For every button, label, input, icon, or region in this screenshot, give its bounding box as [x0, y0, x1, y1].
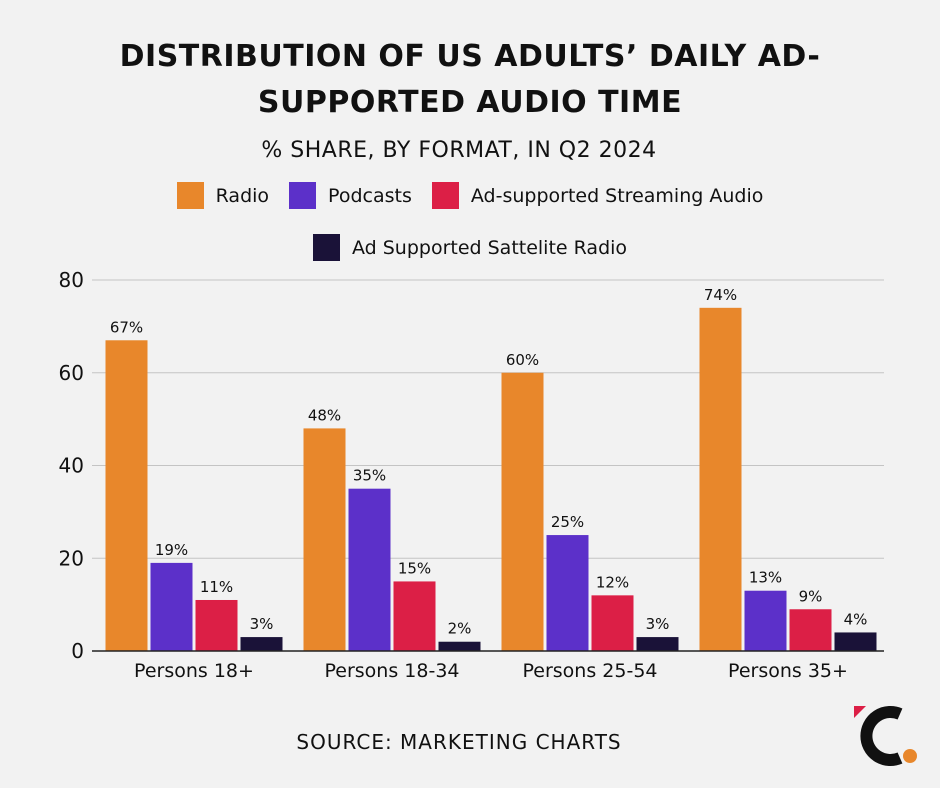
y-tick-label: 80	[59, 268, 84, 292]
data-label: 12%	[596, 573, 629, 591]
data-label: 19%	[155, 541, 188, 559]
data-label: 3%	[646, 615, 670, 633]
bar	[438, 641, 481, 651]
bar	[591, 595, 634, 651]
legend-row-2: Ad Supported Sattelite Radio	[0, 234, 940, 261]
legend-item-radio: Radio	[176, 182, 270, 209]
x-tick-label: Persons 35+	[728, 660, 848, 682]
bar	[546, 535, 589, 651]
bar	[303, 428, 346, 651]
x-tick-label: Persons 25-54	[523, 660, 658, 682]
x-tick-label: Persons 18+	[134, 660, 254, 682]
legend-swatch-satellite	[312, 234, 340, 261]
chart-title: DISTRIBUTION OF US ADULTS’ DAILY AD- SUP…	[0, 34, 940, 126]
bar	[150, 562, 193, 651]
bar	[501, 372, 544, 651]
y-tick-label: 0	[71, 639, 84, 663]
y-tick-label: 20	[59, 546, 84, 570]
bar	[105, 340, 148, 651]
chart-subtitle: % SHARE, BY FORMAT, IN Q2 2024	[261, 138, 657, 163]
chart-title-line-1: DISTRIBUTION OF US ADULTS’ DAILY AD-	[119, 39, 821, 74]
x-tick-label: Persons 18-34	[325, 660, 460, 682]
legend-item-satellite: Ad Supported Sattelite Radio	[312, 234, 628, 261]
bar	[636, 637, 679, 651]
bar	[789, 609, 832, 651]
bar	[195, 599, 238, 651]
legend-swatch-podcasts	[289, 182, 317, 209]
data-label: 13%	[749, 569, 782, 587]
legend-swatch-streaming	[431, 182, 459, 209]
legend-item-streaming: Ad-supported Streaming Audio	[431, 182, 764, 209]
data-label: 48%	[308, 406, 341, 424]
data-label: 74%	[704, 286, 737, 304]
data-label: 35%	[353, 467, 386, 485]
bar	[348, 488, 391, 651]
data-label: 3%	[250, 615, 274, 633]
data-label: 25%	[551, 513, 584, 531]
data-label: 11%	[200, 578, 233, 596]
data-label: 4%	[844, 610, 868, 628]
legend-swatch-radio	[176, 182, 204, 209]
bar	[744, 590, 787, 651]
legend-label-podcasts: Podcasts	[328, 184, 412, 207]
data-label: 15%	[398, 559, 431, 577]
data-label: 9%	[799, 587, 823, 605]
bar	[834, 632, 877, 651]
legend-item-podcasts: Podcasts	[289, 182, 412, 209]
brand-logo-icon	[854, 706, 917, 766]
bar	[699, 307, 742, 651]
y-tick-label: 40	[59, 454, 84, 478]
legend-label-radio: Radio	[215, 184, 270, 207]
y-tick-label: 60	[59, 361, 84, 385]
legend-label-satellite: Ad Supported Sattelite Radio	[351, 236, 628, 259]
source-note: SOURCE: MARKETING CHARTS	[296, 730, 622, 754]
bar	[393, 581, 436, 651]
chart-title-line-2: SUPPORTED AUDIO TIME	[257, 85, 683, 120]
legend-label-streaming: Ad-supported Streaming Audio	[470, 184, 764, 207]
data-label: 2%	[448, 620, 472, 638]
bar	[240, 637, 283, 651]
data-label: 60%	[506, 351, 539, 369]
legend-row-1: Radio Podcasts Ad-supported Streaming Au…	[0, 182, 940, 209]
data-label: 67%	[110, 318, 143, 336]
bar-chart: 0 20 40 60 80 67% 19% 11% 3% Persons 18+ 48% 35% 15%…	[59, 268, 884, 682]
